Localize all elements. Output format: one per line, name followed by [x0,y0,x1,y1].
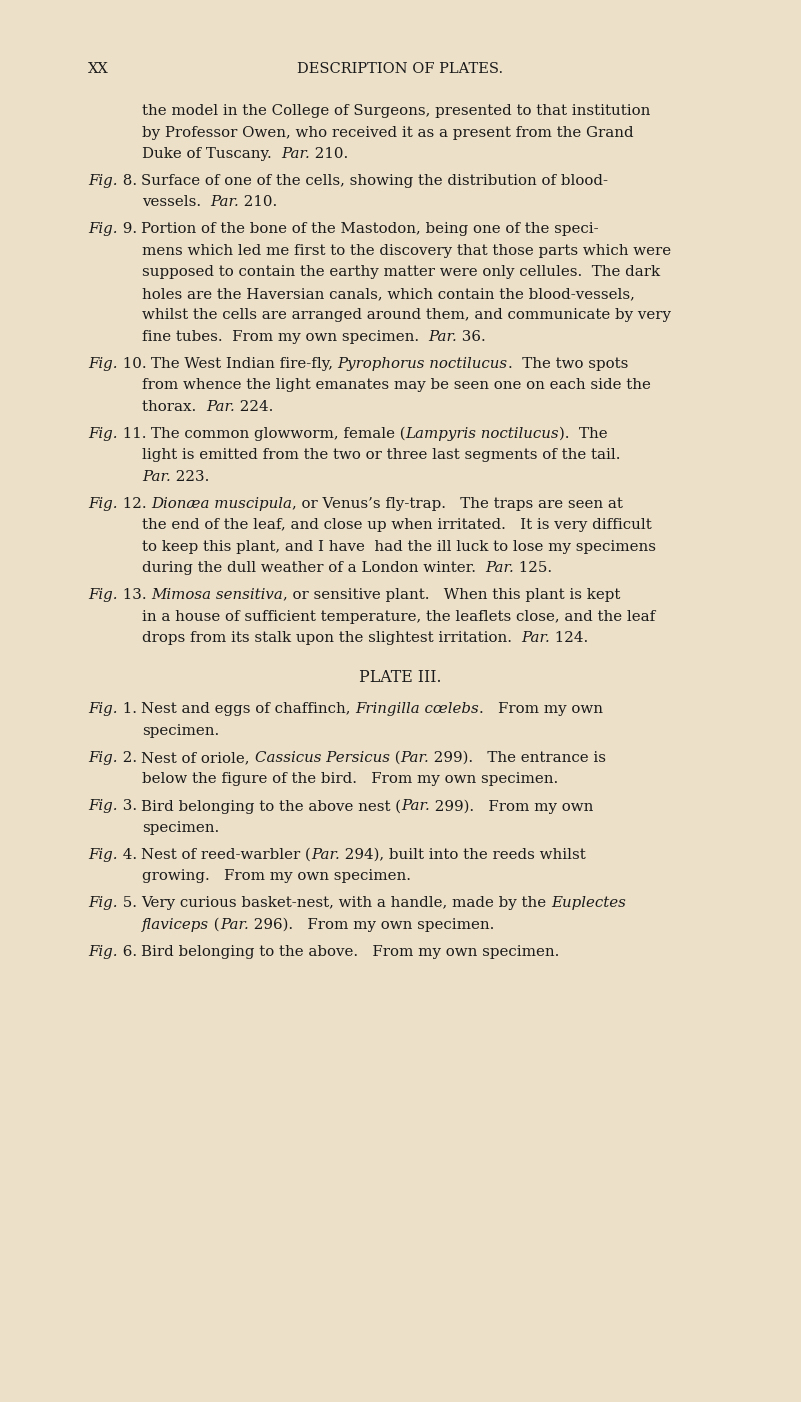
Text: Par.: Par. [485,561,514,575]
Text: 2.: 2. [118,751,141,765]
Text: vessels.: vessels. [142,195,211,209]
Text: 4.: 4. [118,848,141,862]
Text: Very curious basket-nest, with a handle, made by the: Very curious basket-nest, with a handle,… [141,896,551,910]
Text: Fringilla cœlebs: Fringilla cœlebs [356,702,479,716]
Text: light is emitted from the two or three last segments of the tail.: light is emitted from the two or three l… [142,449,621,463]
Text: 124.: 124. [550,631,589,645]
Text: Fig.: Fig. [88,896,118,910]
Text: Fig.: Fig. [88,428,118,442]
Text: Par.: Par. [521,631,550,645]
Text: .  The two spots: . The two spots [508,358,628,372]
Text: Euplectes: Euplectes [551,896,626,910]
Text: Par.: Par. [281,147,310,161]
Text: .   From my own: . From my own [479,702,603,716]
Text: during the dull weather of a London winter.: during the dull weather of a London wint… [142,561,485,575]
Text: thorax.: thorax. [142,400,206,414]
Text: below the figure of the bird.   From my own specimen.: below the figure of the bird. From my ow… [142,773,558,787]
Text: Par.: Par. [400,751,429,765]
Text: , or sensitive plant.   When this plant is kept: , or sensitive plant. When this plant is… [283,589,620,603]
Text: , or Venus’s fly-trap.   The traps are seen at: , or Venus’s fly-trap. The traps are see… [292,496,622,510]
Text: mens which led me first to the discovery that those parts which were: mens which led me first to the discovery… [142,244,671,258]
Text: 36.: 36. [457,329,486,343]
Text: 299).   The entrance is: 299). The entrance is [429,751,606,765]
Text: by Professor Owen, who received it as a present from the Grand: by Professor Owen, who received it as a … [142,126,634,140]
Text: The common glowworm, female (: The common glowworm, female ( [151,428,405,442]
Text: Fig.: Fig. [88,945,118,959]
Text: 12.: 12. [118,496,151,510]
Text: The West Indian fire-fly,: The West Indian fire-fly, [151,358,338,372]
Text: Cassicus Persicus: Cassicus Persicus [255,751,389,765]
Text: Par.: Par. [219,918,248,932]
Text: Fig.: Fig. [88,223,118,237]
Text: 5.: 5. [118,896,141,910]
Text: 294), built into the reeds whilst: 294), built into the reeds whilst [340,848,586,862]
Text: 6.: 6. [118,945,141,959]
Text: Par.: Par. [206,400,235,414]
Text: Nest and eggs of chaffinch,: Nest and eggs of chaffinch, [141,702,356,716]
Text: Lampyris noctilucus: Lampyris noctilucus [405,428,559,442]
Text: XX: XX [88,62,109,76]
Text: holes are the Haversian canals, which contain the blood-vessels,: holes are the Haversian canals, which co… [142,287,635,301]
Text: 299).   From my own: 299). From my own [430,799,594,815]
Text: 13.: 13. [118,589,151,603]
Text: to keep this plant, and I have  had the ill luck to lose my specimens: to keep this plant, and I have had the i… [142,540,656,554]
Text: drops from its stalk upon the slightest irritation.: drops from its stalk upon the slightest … [142,631,521,645]
Text: in a house of sufficient temperature, the leaflets close, and the leaf: in a house of sufficient temperature, th… [142,610,655,624]
Text: 9.: 9. [118,223,141,237]
Text: (: ( [389,751,400,765]
Text: Par.: Par. [429,329,457,343]
Text: Pyrophorus noctilucus: Pyrophorus noctilucus [338,358,508,372]
Text: Nest of reed-warbler (: Nest of reed-warbler ( [141,848,312,862]
Text: Fig.: Fig. [88,702,118,716]
Text: Duke of Tuscany.: Duke of Tuscany. [142,147,281,161]
Text: Fig.: Fig. [88,496,118,510]
Text: 1.: 1. [118,702,141,716]
Text: specimen.: specimen. [142,822,219,836]
Text: ).  The: ). The [559,428,608,442]
Text: 224.: 224. [235,400,273,414]
Text: (: ( [209,918,219,932]
Text: flaviceps: flaviceps [142,918,209,932]
Text: Nest of oriole,: Nest of oriole, [141,751,255,765]
Text: Fig.: Fig. [88,799,118,813]
Text: Par.: Par. [142,470,171,484]
Text: 296).   From my own specimen.: 296). From my own specimen. [248,918,494,932]
Text: Par.: Par. [211,195,239,209]
Text: 8.: 8. [118,174,141,188]
Text: the model in the College of Surgeons, presented to that institution: the model in the College of Surgeons, pr… [142,104,650,118]
Text: Fig.: Fig. [88,174,118,188]
Text: specimen.: specimen. [142,723,219,737]
Text: Bird belonging to the above nest (: Bird belonging to the above nest ( [141,799,401,815]
Text: Fig.: Fig. [88,589,118,603]
Text: fine tubes.  From my own specimen.: fine tubes. From my own specimen. [142,329,429,343]
Text: Portion of the bone of the Mastodon, being one of the speci-: Portion of the bone of the Mastodon, bei… [141,223,599,237]
Text: 223.: 223. [171,470,209,484]
Text: Fig.: Fig. [88,358,118,372]
Text: PLATE III.: PLATE III. [360,669,441,686]
Text: 210.: 210. [310,147,348,161]
Text: 10.: 10. [118,358,151,372]
Text: Par.: Par. [401,799,430,813]
Text: Par.: Par. [312,848,340,862]
Text: 3.: 3. [118,799,141,813]
Text: Mimosa sensitiva: Mimosa sensitiva [151,589,283,603]
Text: growing.   From my own specimen.: growing. From my own specimen. [142,869,411,883]
Text: 125.: 125. [514,561,553,575]
Text: DESCRIPTION OF PLATES.: DESCRIPTION OF PLATES. [297,62,504,76]
Text: Fig.: Fig. [88,751,118,765]
Text: the end of the leaf, and close up when irritated.   It is very difficult: the end of the leaf, and close up when i… [142,519,652,533]
Text: Fig.: Fig. [88,848,118,862]
Text: Dionæa muscipula: Dionæa muscipula [151,496,292,510]
Text: supposed to contain the earthy matter were only cellules.  The dark: supposed to contain the earthy matter we… [142,265,660,279]
Text: from whence the light emanates may be seen one on each side the: from whence the light emanates may be se… [142,379,651,393]
Text: whilst the cells are arranged around them, and communicate by very: whilst the cells are arranged around the… [142,308,671,322]
Text: 11.: 11. [118,428,151,442]
Text: 210.: 210. [239,195,278,209]
Text: Surface of one of the cells, showing the distribution of blood-: Surface of one of the cells, showing the… [141,174,609,188]
Text: Bird belonging to the above.   From my own specimen.: Bird belonging to the above. From my own… [141,945,560,959]
